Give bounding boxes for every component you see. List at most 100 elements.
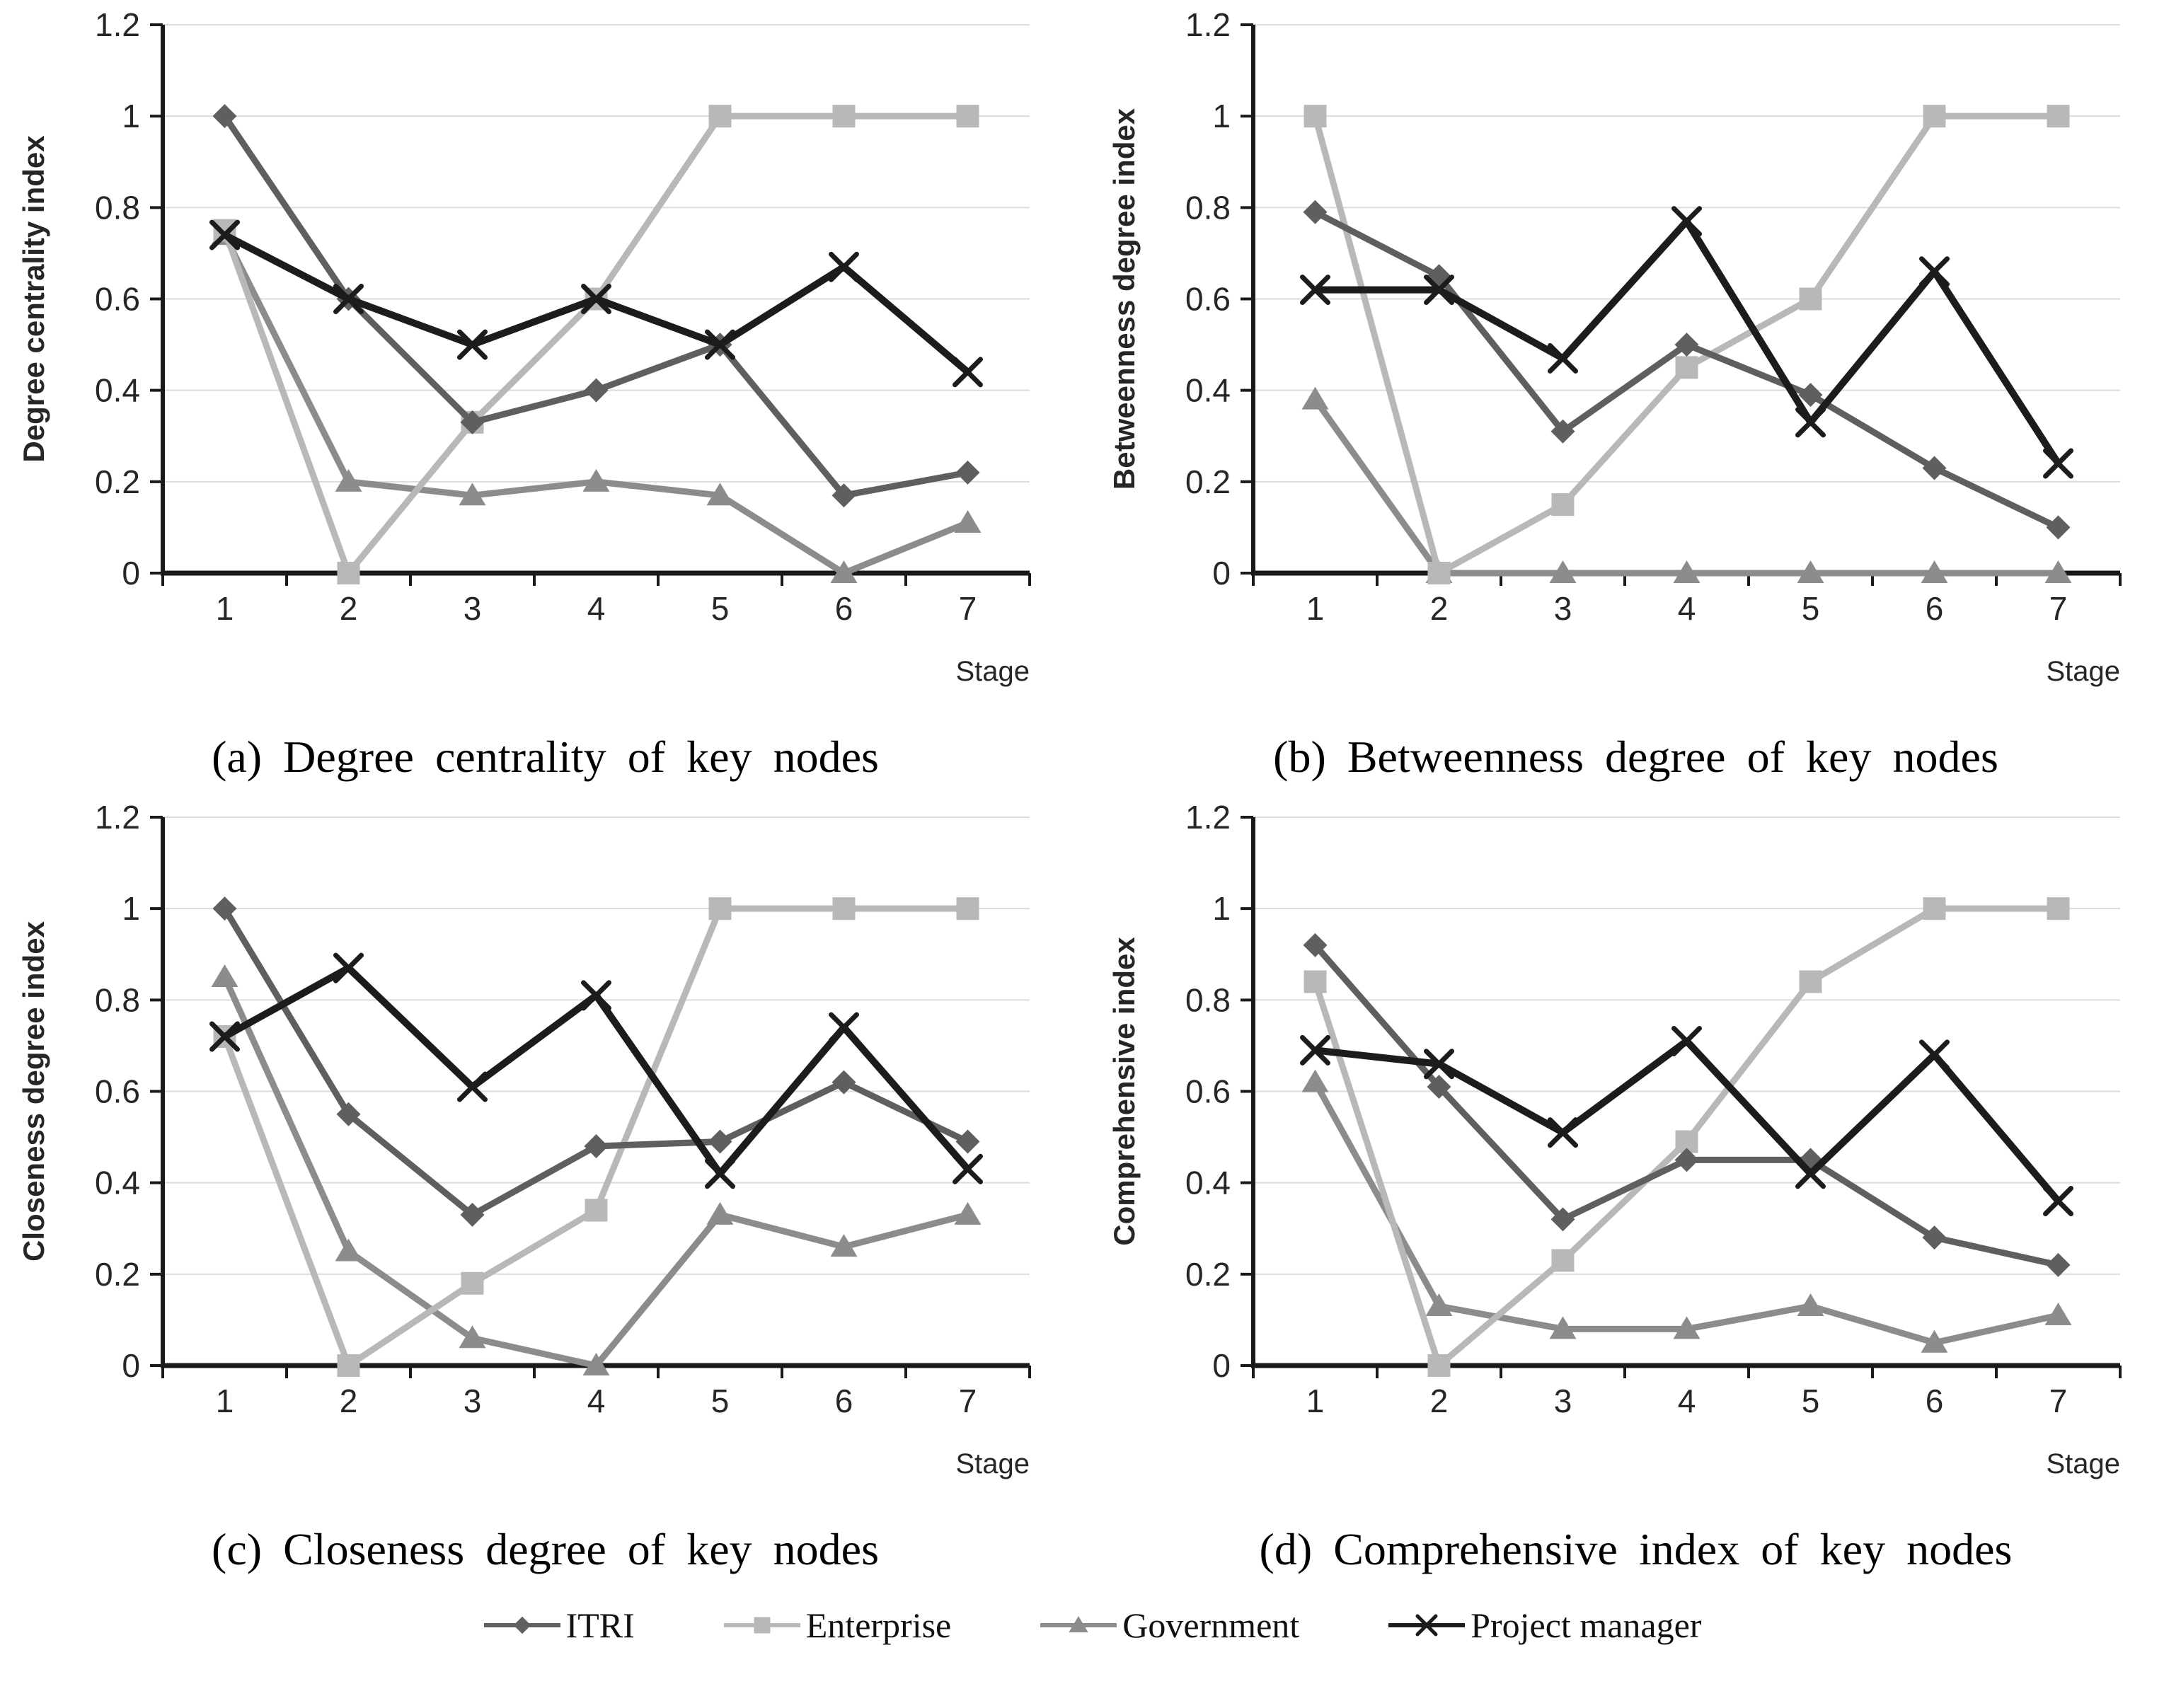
itri-marker-icon bbox=[460, 410, 485, 434]
itri-marker-icon bbox=[1427, 1075, 1451, 1100]
itri-marker-icon bbox=[831, 1070, 856, 1095]
itri-marker-icon bbox=[708, 1129, 732, 1154]
itri-marker-icon bbox=[2046, 1252, 2071, 1277]
legend-item-project-manager: Project manager bbox=[1384, 1605, 1701, 1646]
y-tick-label: 0.6 bbox=[1185, 281, 1231, 318]
x-tick-label: 7 bbox=[2049, 1383, 2068, 1419]
enterprise-legend-marker-icon bbox=[754, 1617, 771, 1634]
degree-centrality-chart-canvas: 0 0.2 0.4 0.6 0.8 1 1.2 1 2 3 4 5 6 7 Stage Degree cent… bbox=[17, 6, 1031, 687]
itri-marker-icon bbox=[584, 378, 609, 403]
y-axis-title: Closeness degree index bbox=[17, 921, 50, 1262]
panel-degree-centrality: 0 0.2 0.4 0.6 0.8 1 1.2 1 2 3 4 5 6 7 Stage Degree cent… bbox=[0, 0, 1090, 792]
itri-marker-icon bbox=[1922, 456, 1947, 480]
itri-marker-icon bbox=[1674, 1148, 1699, 1172]
government-marker-icon bbox=[1673, 560, 1701, 583]
itri-marker-icon bbox=[460, 1202, 485, 1227]
government-marker-icon bbox=[582, 1353, 610, 1375]
panel-b-caption: (b) Betweenness degree of key nodes bbox=[1273, 732, 1998, 782]
project_manager-marker-icon bbox=[2043, 448, 2073, 479]
x-tick-label: 4 bbox=[587, 1383, 606, 1419]
itri-marker-icon bbox=[212, 104, 237, 129]
y-tick-label: 0.4 bbox=[1185, 1165, 1231, 1201]
x-tick-label: 4 bbox=[587, 590, 606, 627]
enterprise-marker-icon bbox=[956, 105, 979, 128]
enterprise-marker-icon bbox=[337, 1354, 360, 1377]
x-tick-label: 2 bbox=[340, 590, 358, 627]
x-tick-label: 1 bbox=[216, 590, 234, 627]
y-tick-label: 1 bbox=[1212, 890, 1231, 927]
government-marker-icon bbox=[1797, 1293, 1824, 1317]
enterprise-marker-icon bbox=[1923, 105, 1946, 128]
project_manager-marker-icon bbox=[829, 1012, 859, 1043]
enterprise-marker-icon bbox=[708, 897, 732, 921]
project_manager-marker-icon bbox=[1548, 1117, 1578, 1148]
legend-label-project-manager: Project manager bbox=[1471, 1605, 1702, 1645]
project_manager-marker-icon bbox=[457, 1071, 488, 1102]
y-tick-label: 0.4 bbox=[95, 372, 140, 409]
x-axis-title: Stage bbox=[2046, 1448, 2120, 1479]
enterprise-marker-icon bbox=[1304, 970, 1327, 993]
y-axis-title: Degree centrality index bbox=[17, 135, 50, 463]
government-marker-icon bbox=[1673, 1316, 1701, 1339]
x-tick-label: 3 bbox=[464, 1383, 482, 1419]
y-tick-label: 1.2 bbox=[95, 799, 140, 836]
enterprise-marker-icon bbox=[2047, 105, 2070, 128]
enterprise-marker-icon bbox=[832, 105, 856, 128]
series-line-government bbox=[1312, 396, 2061, 577]
government-marker-icon bbox=[1797, 560, 1824, 583]
project_manager-marker-icon bbox=[1919, 1039, 1950, 1071]
y-tick-label: 0 bbox=[122, 555, 140, 592]
itri-marker-icon bbox=[2046, 515, 2071, 540]
x-tick-label: 2 bbox=[1430, 1383, 1449, 1419]
x-tick-label: 4 bbox=[1678, 1383, 1696, 1419]
x-tick-label: 2 bbox=[340, 1383, 358, 1419]
enterprise-marker-icon bbox=[832, 897, 856, 921]
project_manager-marker-icon bbox=[581, 980, 611, 1011]
government-marker-icon bbox=[1921, 1329, 1948, 1353]
y-tick-label: 1 bbox=[122, 98, 140, 134]
y-tick-label: 0.6 bbox=[95, 1073, 140, 1110]
government-marker-icon bbox=[954, 1201, 982, 1225]
project_manager-marker-icon bbox=[581, 284, 611, 314]
y-tick-label: 1.2 bbox=[1185, 6, 1231, 43]
enterprise-marker-icon bbox=[708, 105, 732, 128]
y-tick-label: 0.4 bbox=[1185, 372, 1231, 409]
y-tick-label: 1.2 bbox=[95, 6, 140, 43]
enterprise-marker-icon bbox=[1551, 493, 1575, 517]
legend-item-government: Government bbox=[1036, 1605, 1299, 1646]
panel-comprehensive-index: 0 0.2 0.4 0.6 0.8 1 1.2 1 2 3 4 5 6 7 Stage Comprehensi… bbox=[1090, 792, 2181, 1585]
y-tick-label: 0.8 bbox=[95, 189, 140, 226]
itri-marker-icon bbox=[336, 1102, 361, 1126]
series-line-government bbox=[221, 974, 971, 1369]
itri-marker-icon bbox=[1798, 383, 1823, 408]
x-tick-label: 1 bbox=[216, 1383, 234, 1419]
government-marker-icon bbox=[954, 509, 982, 533]
project_manager-marker-icon bbox=[953, 357, 983, 388]
x-axis-title: Stage bbox=[2046, 656, 2120, 687]
y-tick-label: 0.2 bbox=[1185, 1256, 1231, 1293]
y-tick-label: 0.6 bbox=[95, 281, 140, 318]
x-tick-label: 5 bbox=[1802, 590, 1820, 627]
enterprise-marker-icon bbox=[337, 562, 360, 584]
project-manager-x-legend-icon bbox=[1388, 1614, 1466, 1637]
project_manager-marker-icon bbox=[1671, 1025, 1702, 1056]
project_manager-marker-icon bbox=[1548, 342, 1578, 374]
x-tick-label: 5 bbox=[711, 590, 730, 627]
project_manager-marker-icon bbox=[2043, 1186, 2073, 1216]
legend-label-government: Government bbox=[1122, 1605, 1300, 1645]
project_manager-marker-icon bbox=[457, 329, 488, 360]
project_manager-marker-icon bbox=[209, 1021, 240, 1052]
y-tick-label: 0 bbox=[1212, 1347, 1231, 1384]
x-tick-label: 4 bbox=[1678, 590, 1696, 627]
legend: ITRI Enterprise Government Project manag… bbox=[0, 1585, 2181, 1708]
enterprise-marker-icon bbox=[1923, 897, 1946, 921]
enterprise-marker-icon bbox=[1799, 287, 1822, 311]
government-marker-icon bbox=[211, 964, 238, 988]
government-triangle-legend-icon bbox=[1040, 1616, 1117, 1633]
series-line-itri bbox=[1312, 942, 2061, 1269]
x-tick-label: 1 bbox=[1306, 590, 1325, 627]
x-tick-label: 6 bbox=[1926, 1383, 1944, 1419]
project_manager-marker-icon bbox=[1919, 256, 1950, 287]
y-tick-label: 1.2 bbox=[1185, 799, 1231, 836]
